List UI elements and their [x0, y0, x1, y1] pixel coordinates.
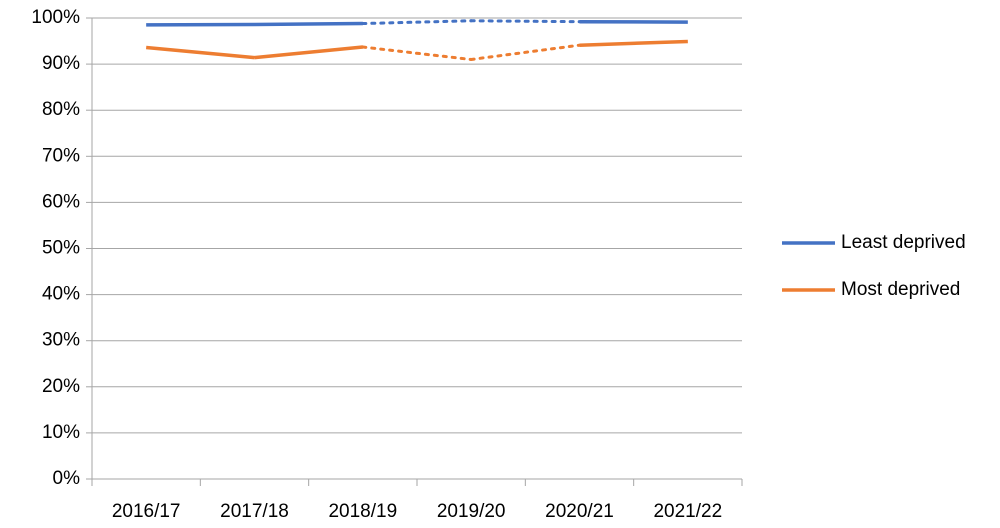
x-tick-label: 2021/22 — [653, 501, 722, 522]
y-tick-label: 40% — [42, 284, 80, 305]
line-segment — [254, 21, 363, 27]
y-tick-label: 90% — [42, 53, 80, 74]
x-tick-label: 2016/17 — [112, 501, 181, 522]
line-segment — [579, 39, 688, 47]
y-tick-label: 20% — [42, 376, 80, 397]
line-segment — [254, 45, 364, 60]
y-tick-label: 0% — [53, 468, 81, 489]
line-segment — [361, 45, 473, 61]
line-segment — [469, 43, 581, 61]
x-tick-label: 2020/21 — [545, 501, 614, 522]
line-segment — [146, 45, 255, 60]
x-tick-label: 2018/19 — [328, 501, 397, 522]
legend-label: Most deprived — [841, 279, 960, 300]
y-tick-label: 80% — [42, 99, 80, 120]
y-tick-label: 70% — [42, 145, 80, 166]
line-segment — [469, 19, 581, 24]
y-tick-label: 10% — [42, 422, 80, 443]
line-segment — [361, 19, 473, 26]
x-tick-label: 2019/20 — [437, 501, 506, 522]
y-tick-label: 60% — [42, 191, 80, 212]
legend-label: Least deprived — [841, 232, 966, 253]
x-tick-label: 2017/18 — [220, 501, 289, 522]
y-tick-label: 30% — [42, 330, 80, 351]
y-tick-label: 50% — [42, 238, 80, 259]
y-tick-label: 100% — [31, 7, 80, 28]
